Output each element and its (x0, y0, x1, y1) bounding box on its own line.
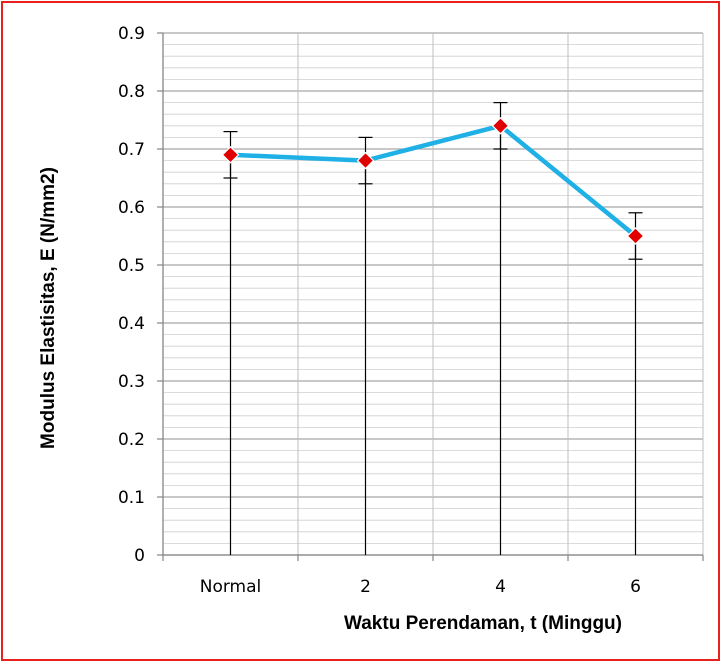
y-tick-label: 0.4 (118, 314, 145, 334)
data-point-marker (626, 227, 645, 245)
data-point-marker (221, 145, 240, 164)
tick-labels: 0 0.1 0.2 0.3 0.4 0.5 0.6 0.7 0.8 0.9 Normal 2 4 6 (118, 24, 641, 597)
x-tick-label: 4 (495, 577, 506, 597)
y-tick-label: 0.3 (118, 372, 145, 392)
y-tick-label: 0.8 (118, 82, 145, 102)
x-axis-title: Waktu Perendaman, t (Minggu) (344, 613, 622, 634)
x-tick-label: 6 (630, 577, 641, 597)
y-tick-label: 0.5 (118, 256, 145, 276)
data-point-marker (491, 116, 510, 135)
axes (157, 32, 704, 561)
y-tick-label: 0.7 (118, 140, 145, 160)
series-line (228, 123, 638, 239)
y-tick-label: 0.2 (118, 430, 145, 450)
gridlines (162, 32, 704, 556)
drop-lines (229, 125, 637, 555)
x-tick-label: Normal (200, 577, 262, 597)
y-axis-title: Modulus Elastisitas, E (N/mm2) (38, 167, 59, 449)
data-series (228, 123, 638, 239)
y-tick-label: 0.6 (118, 198, 145, 218)
data-point-marker (356, 151, 375, 170)
y-tick-label: 0.1 (118, 488, 145, 508)
y-tick-label: 0.9 (118, 24, 145, 44)
data-markers (221, 116, 645, 245)
y-tick-label: 0 (134, 546, 145, 566)
x-tick-label: 2 (360, 577, 371, 597)
